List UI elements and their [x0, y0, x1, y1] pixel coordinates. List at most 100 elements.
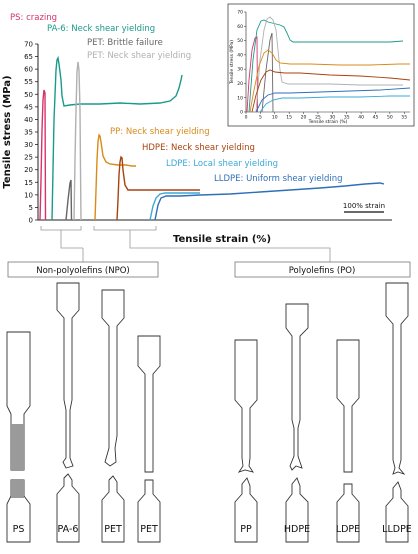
main-y-tick-label: 40	[24, 116, 33, 124]
specimen-label-pet-brittle: PET	[140, 524, 158, 535]
inset-hdpe-curve	[251, 69, 411, 113]
specimen-label-ldpe: LDPE	[336, 524, 360, 535]
inset-pet-neck-curve	[255, 16, 403, 113]
hdpe-curve	[116, 155, 200, 221]
inset-x-tick-label: 30	[329, 115, 335, 121]
inset-x-tick-label: 55	[401, 115, 407, 121]
main-x-axis-label: Tensile strain (%)	[173, 234, 271, 245]
inset-x-tick-label: 50	[387, 115, 393, 121]
lldpe-label: LLDPE: Uniform shear yielding	[214, 174, 343, 184]
specimen-ps	[6, 331, 31, 543]
inset-x-tick-label: 45	[373, 115, 379, 121]
specimen-pet-brittle-bottom	[137, 479, 161, 543]
specimen-pet-neck-bottom	[101, 475, 125, 543]
pet-neck-label: PET: Neck shear yielding	[87, 51, 191, 61]
main-y-tick-label: 20	[24, 166, 33, 174]
inset-y-ticks: 0 10 20 30 40 50 60 70	[237, 10, 246, 116]
pet-brittle-curve	[65, 179, 73, 221]
specimen-hdpe-bottom	[285, 477, 309, 543]
specimen-ldpe-bottom	[336, 483, 360, 543]
specimen-pet-neck-top	[101, 289, 125, 467]
pp-curve	[94, 133, 136, 221]
pet-neck-curve	[73, 61, 82, 221]
inset-pa6-curve	[248, 19, 404, 113]
main-y-tick-label: 30	[24, 141, 33, 149]
pet-brittle-label: PET: Brittle failure	[87, 38, 163, 48]
inset-x-tick-label: 40	[358, 115, 364, 121]
specimen-label-pp: PP	[240, 524, 252, 535]
npo-label: Non-polyolefins (NPO)	[36, 266, 129, 276]
specimen-hdpe-top	[285, 303, 309, 471]
main-y-tick-label: 60	[24, 66, 33, 74]
npo-bracket	[40, 226, 82, 231]
specimen-label-pa6: PA-6	[58, 524, 79, 535]
ldpe-label: LDPE: Local shear yielding	[166, 159, 278, 169]
main-y-tick-label: 15	[24, 179, 33, 187]
specimen-pet-neck	[101, 289, 125, 543]
inset-chart: 0 10 20 30 40 50 60 70 0 5 10 15 20 25 30 35 40 45 50 55 T…	[227, 3, 415, 127]
main-y-tick-label: 50	[24, 91, 33, 99]
main-y-ticks: 0 5 10 15 20 25 30 35 40 45 50 55 60 65 70	[24, 41, 38, 225]
inset-y-axis-label: Tensile stress (MPa)	[229, 40, 235, 85]
specimen-pa6-bottom	[56, 473, 80, 543]
po-bracket	[93, 226, 157, 231]
inset-y-tick-label: 0	[240, 110, 243, 116]
inset-lldpe-curve	[255, 87, 411, 113]
specimen-label-pet-neck: PET	[104, 524, 122, 535]
specimen-hdpe	[285, 303, 309, 543]
bracket-connectors	[40, 226, 331, 262]
inset-y-tick-label: 70	[237, 10, 243, 16]
npo-group: Non-polyolefins (NPO)	[7, 261, 159, 278]
inset-ps-curve	[246, 36, 258, 113]
npo-box	[7, 261, 159, 278]
specimen-pet-brittle-top	[137, 335, 161, 473]
po-group: Polyolefins (PO)	[234, 261, 411, 278]
inset-ldpe-curve	[259, 95, 410, 113]
inset-x-tick-label: 5	[259, 115, 262, 121]
scale-bar-label: 100% strain	[343, 202, 385, 210]
pp-label: PP: Neck shear yielding	[110, 127, 210, 137]
inset-x-axis-label: Tensile strain (%)	[308, 119, 348, 125]
po-connector	[129, 230, 331, 262]
specimen-label-lldpe: LLDPE	[382, 524, 412, 535]
main-y-tick-label: 0	[29, 217, 33, 225]
main-y-tick-label: 45	[24, 103, 33, 111]
inset-x-tick-label: 15	[286, 115, 292, 121]
inset-pp-curve	[249, 49, 410, 113]
inset-y-tick-label: 20	[237, 81, 243, 87]
inset-y-tick-label: 50	[237, 38, 243, 44]
specimen-label-ps: PS	[13, 524, 25, 535]
npo-connector	[60, 230, 83, 249]
inset-pet-brittle-curve	[261, 32, 274, 113]
lldpe-curve	[154, 182, 385, 221]
inset-x-tick-label: 0	[245, 115, 248, 121]
specimen-pa6-top	[56, 282, 80, 469]
specimen-ldpe	[336, 339, 360, 543]
pa6-curve	[51, 55, 183, 221]
specimen-pa6	[56, 282, 80, 543]
specimen-pet-brittle	[137, 335, 161, 543]
inset-y-tick-label: 60	[237, 24, 243, 30]
main-y-tick-label: 70	[24, 41, 33, 49]
main-y-tick-label: 25	[24, 154, 33, 162]
specimen-lldpe	[385, 282, 409, 543]
hdpe-label: HDPE: Neck shear yielding	[142, 143, 255, 153]
inset-y-tick-label: 10	[237, 95, 243, 101]
specimen-label-hdpe: HDPE	[284, 524, 310, 535]
main-y-tick-label: 5	[29, 204, 33, 212]
specimen-pp-bottom	[234, 477, 258, 543]
main-y-axis-label: Tensile stress (MPa)	[2, 75, 13, 188]
main-y-tick-label: 55	[24, 78, 33, 86]
inset-x-ticks: 0 5 10 15 20 25 30 35 40 45 50 55	[245, 112, 407, 121]
main-y-tick-label: 35	[24, 129, 33, 137]
specimen-lldpe-bottom	[385, 481, 409, 543]
ps-label: PS: crazing	[10, 13, 57, 23]
specimen-ldpe-top	[336, 339, 360, 473]
pa6-label: PA-6: Neck shear yielding	[47, 24, 155, 34]
po-box	[234, 261, 411, 278]
inset-x-tick-label: 25	[315, 115, 321, 121]
inset-y-tick-label: 30	[237, 67, 243, 73]
